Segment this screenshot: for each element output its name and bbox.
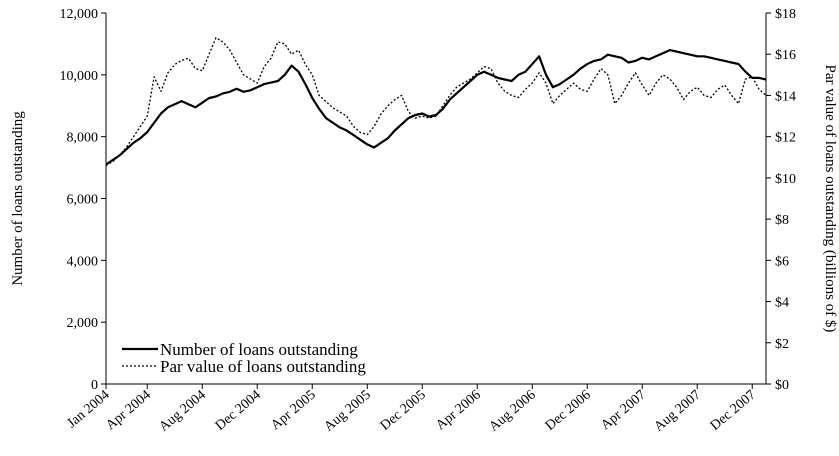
x-tick-label: Apr 2007	[598, 388, 648, 434]
x-tick-label: Dec 2006	[543, 388, 594, 434]
y-right-tick-label: $8	[775, 213, 789, 228]
y-right-tick-label: $2	[775, 337, 789, 352]
y-right-tick-label: $4	[775, 296, 789, 311]
legend-label: Par value of loans outstanding	[160, 357, 366, 376]
y-right-tick-label: $0	[775, 378, 789, 393]
y-axis-right-title: Par value of loans outstanding (billions…	[822, 65, 838, 333]
y-left-tick-label: 12,000	[60, 7, 99, 22]
x-tick-label: Aug 2007	[652, 388, 704, 435]
y-left-tick-label: 2,000	[67, 316, 99, 331]
x-tick-label: Dec 2007	[708, 388, 759, 434]
y-right-tick-label: $18	[775, 7, 796, 22]
y-axis-left-title: Number of loans outstanding	[10, 111, 26, 286]
y-right-tick-label: $14	[775, 89, 796, 104]
x-tick-label: Dec 2004	[213, 388, 264, 434]
series-line-number-of-loans	[105, 48, 767, 166]
y-left-tick-label: 6,000	[67, 193, 99, 208]
y-right-tick-label: $12	[775, 131, 796, 146]
y-left-tick-label: 4,000	[67, 254, 99, 269]
x-tick-label: Apr 2005	[268, 388, 318, 434]
y-left-tick-label: 10,000	[60, 69, 99, 84]
y-left-tick-label: 8,000	[67, 131, 99, 146]
series-layer	[105, 37, 767, 167]
series-line-par-value	[105, 37, 767, 167]
y-right-tick-label: $6	[775, 254, 789, 269]
x-tick-label: Aug 2004	[157, 388, 209, 435]
y-right-tick-label: $10	[775, 172, 796, 187]
x-tick-label: Dec 2005	[378, 388, 429, 434]
x-tick-label: Aug 2005	[322, 388, 374, 435]
legend-label: Number of loans outstanding	[160, 340, 358, 359]
y-right-tick-label: $16	[775, 48, 796, 63]
y-left-tick-label: 0	[91, 378, 98, 393]
x-tick-label: Aug 2006	[487, 388, 539, 435]
x-tick-label: Apr 2006	[433, 388, 483, 434]
x-tick-label: Apr 2004	[103, 388, 153, 434]
